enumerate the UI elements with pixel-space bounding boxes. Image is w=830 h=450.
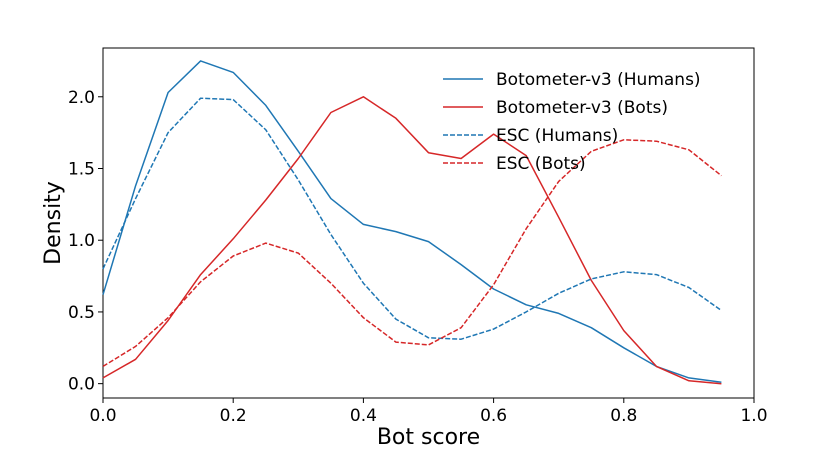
x-tick-label: 0.0 bbox=[89, 406, 116, 426]
legend-label: Botometer-v3 (Humans) bbox=[496, 70, 701, 90]
y-tick-label: 1.5 bbox=[68, 159, 95, 179]
legend-label: ESC (Humans) bbox=[496, 126, 618, 146]
x-tick-label: 0.2 bbox=[220, 406, 247, 426]
x-axis-title: Bot score bbox=[377, 425, 480, 450]
legend-label: ESC (Bots) bbox=[496, 154, 586, 174]
y-tick-label: 1.0 bbox=[68, 231, 95, 251]
x-axis: 0.0 0.2 0.4 0.6 0.8 1.0 bbox=[89, 398, 768, 426]
series-line-3 bbox=[102, 97, 722, 340]
plot-area bbox=[102, 47, 755, 399]
y-tick-label: 2.0 bbox=[68, 88, 95, 108]
series-line-2 bbox=[102, 96, 722, 385]
y-tick-label: 0.0 bbox=[68, 375, 95, 395]
series-line-4 bbox=[102, 139, 722, 368]
plot-frame bbox=[102, 47, 755, 399]
y-tick-label: 0.5 bbox=[68, 303, 95, 323]
series-lines bbox=[102, 60, 722, 385]
x-tick-label: 1.0 bbox=[740, 406, 767, 426]
x-tick-label: 0.6 bbox=[480, 406, 507, 426]
x-tick-label: 0.8 bbox=[610, 406, 637, 426]
legend: Botometer-v3 (Humans) Botometer-v3 (Bots)… bbox=[443, 70, 701, 174]
y-axis-title: Density bbox=[41, 181, 66, 265]
series-line-1 bbox=[102, 60, 722, 383]
x-tick-label: 0.4 bbox=[350, 406, 377, 426]
y-axis: 0.0 0.5 1.0 1.5 2.0 bbox=[68, 88, 103, 395]
legend-label: Botometer-v3 (Bots) bbox=[496, 98, 668, 118]
